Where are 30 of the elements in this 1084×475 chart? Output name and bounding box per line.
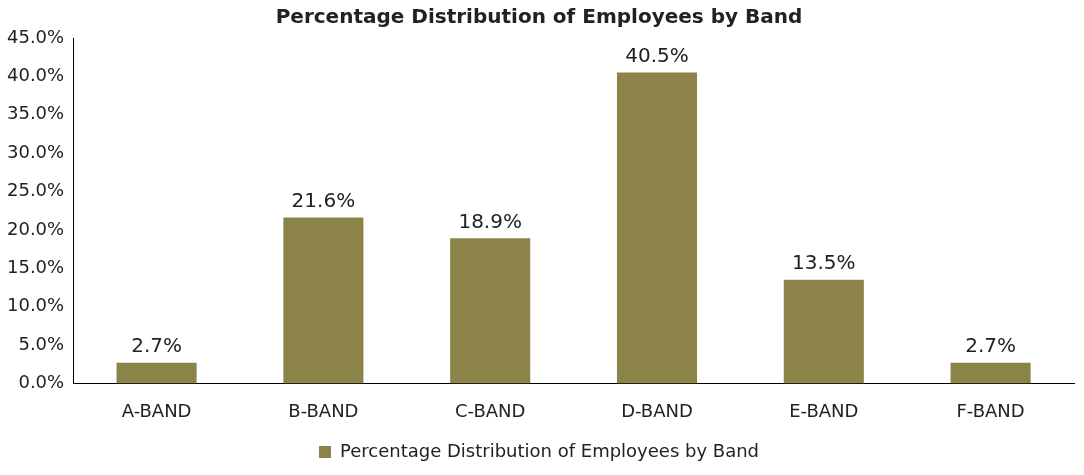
x-tick-label: A-BAND — [121, 399, 192, 421]
y-tick-label: 25.0% — [6, 179, 65, 201]
data-label: 2.7% — [965, 332, 1016, 357]
bar — [116, 362, 197, 384]
data-label: 21.6% — [291, 187, 356, 212]
y-tick-label: 40.0% — [6, 64, 65, 86]
bar — [450, 238, 531, 384]
x-tick-label: D-BAND — [621, 399, 693, 421]
y-tick-label: 45.0% — [6, 25, 65, 47]
bar — [616, 72, 698, 384]
x-tick-label: E-BAND — [789, 399, 859, 421]
data-label: 2.7% — [131, 332, 182, 357]
legend-label: Percentage Distribution of Employees by Band — [339, 439, 760, 461]
chart-title: Percentage Distribution of Employees by Band — [275, 4, 803, 29]
x-tick-label: F-BAND — [956, 399, 1025, 421]
y-tick-label: 15.0% — [6, 255, 65, 277]
bar — [283, 217, 364, 384]
bar — [783, 279, 864, 384]
y-tick-label: 20.0% — [6, 217, 65, 239]
x-tick-label: C-BAND — [454, 399, 526, 421]
bar — [950, 362, 1031, 384]
y-tick-label: 35.0% — [6, 102, 65, 124]
y-tick-label: 0.0% — [18, 371, 65, 393]
data-label: 18.9% — [458, 208, 522, 233]
data-label: 13.5% — [792, 249, 856, 274]
data-label: 40.5% — [625, 42, 689, 67]
y-tick-label: 5.0% — [18, 332, 65, 354]
x-tick-label: B-BAND — [288, 399, 359, 421]
y-tick-label: 10.0% — [6, 294, 65, 316]
y-tick-label: 30.0% — [6, 140, 65, 162]
